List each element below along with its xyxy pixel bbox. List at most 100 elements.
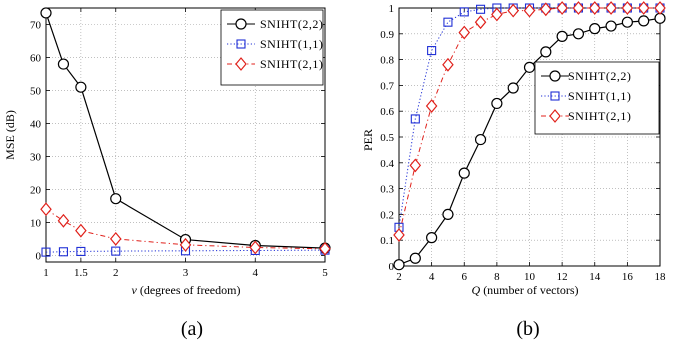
y-tick-label: 50 xyxy=(30,85,42,97)
x-tick-label: 2 xyxy=(113,267,119,279)
data-point xyxy=(75,223,87,238)
x-tick-label: 4 xyxy=(429,271,435,283)
legend: SNIHT(2,2) SNIHT(1,1) SNIHT(2,1) xyxy=(220,9,324,86)
data-point xyxy=(179,237,192,252)
data-point xyxy=(476,4,486,14)
y-tick-label: 0 xyxy=(36,250,42,262)
legend-label: SNIHT(2,1) xyxy=(260,57,323,71)
x-tick-label: 4 xyxy=(253,267,259,279)
legend-label: SNIHT(2,2) xyxy=(260,17,323,31)
legend-marker xyxy=(549,109,561,123)
data-point xyxy=(621,1,634,15)
y-tick-label: 0.2 xyxy=(380,209,394,221)
data-point xyxy=(442,57,454,72)
data-point xyxy=(41,247,51,257)
legend-marker xyxy=(235,18,247,30)
data-point xyxy=(458,167,470,179)
data-point xyxy=(427,46,437,56)
data-point xyxy=(442,208,454,220)
x-tick-label: 18 xyxy=(655,271,667,283)
grid xyxy=(399,8,660,266)
legend-label: SNIHT(1,1) xyxy=(568,89,631,103)
y-tick-label: 20 xyxy=(30,184,42,196)
y-tick-label: 0.8 xyxy=(380,55,394,67)
data-point xyxy=(111,246,121,256)
legend-marker xyxy=(550,91,560,101)
data-point xyxy=(540,46,552,58)
data-point xyxy=(409,252,421,264)
x-axis-text: (number of vectors) xyxy=(483,283,578,297)
data-point xyxy=(491,97,503,110)
chart-2: 2 4 6 8 10 12 14 16 18 0 0.1 0.2 0.3 0.4 0.5 0.6 0.7 0.8 0… xyxy=(361,1,667,340)
data-point xyxy=(76,246,86,256)
data-point xyxy=(58,247,68,257)
data-point xyxy=(621,16,633,28)
data-point xyxy=(556,1,568,15)
x-tick-label: 6 xyxy=(462,271,468,283)
data-point xyxy=(540,2,552,17)
data-point xyxy=(507,3,519,18)
data-point xyxy=(409,158,422,173)
data-point xyxy=(393,259,405,271)
data-point xyxy=(474,15,487,30)
series-1 xyxy=(393,12,666,271)
x-axis-label: ν (degrees of freedom) xyxy=(132,283,241,297)
y-tick-label: 10 xyxy=(30,217,42,229)
data-point xyxy=(40,7,52,19)
y-tick-label: 70 xyxy=(30,19,42,31)
data-point xyxy=(637,1,650,15)
x-tick-label: 12 xyxy=(557,271,568,283)
x-tick-label: 5 xyxy=(322,267,328,279)
legend-label: SNIHT(2,1) xyxy=(568,109,631,123)
data-point xyxy=(491,7,503,22)
data-point xyxy=(654,1,666,15)
y-axis-label: MSE (dB) xyxy=(3,110,17,160)
data-point xyxy=(605,1,617,15)
data-point xyxy=(588,1,601,15)
data-point xyxy=(443,17,453,27)
y-tick-label: 1 xyxy=(389,3,395,15)
data-point xyxy=(249,240,262,255)
data-point xyxy=(319,241,331,256)
x-tick-label: 1.5 xyxy=(74,267,88,279)
series-3 xyxy=(393,1,666,242)
data-point xyxy=(589,23,601,35)
x-axis-text: (degrees of freedom) xyxy=(140,283,241,297)
x-tick-label: 1 xyxy=(43,267,49,279)
data-point xyxy=(572,1,585,15)
x-tick-label: 8 xyxy=(494,271,500,283)
data-point xyxy=(523,3,536,18)
y-tick-label: 0 xyxy=(389,261,395,273)
data-point xyxy=(572,28,585,40)
x-tick-label: 14 xyxy=(589,271,601,283)
y-tick-label: 0.6 xyxy=(380,106,394,118)
data-point xyxy=(507,82,519,94)
data-point xyxy=(426,232,438,244)
series-3 xyxy=(40,202,331,256)
x-tick-label: 10 xyxy=(524,271,536,283)
y-tick-label: 0.3 xyxy=(380,184,394,196)
legend-label: SNIHT(2,2) xyxy=(568,69,631,83)
x-tick-label: 2 xyxy=(396,271,402,283)
caption: (a) xyxy=(181,318,203,340)
x-axis-label: Q (number of vectors) xyxy=(472,283,579,297)
y-tick-label: 0.9 xyxy=(380,29,394,41)
data-point xyxy=(40,202,52,217)
data-point xyxy=(57,213,70,228)
y-tick-label: 0.4 xyxy=(380,158,394,170)
y-tick-label: 40 xyxy=(30,118,42,130)
y-tick-label: 0.1 xyxy=(380,235,394,247)
data-point xyxy=(393,228,405,242)
legend: SNIHT(2,2) SNIHT(1,1) SNIHT(2,1) xyxy=(534,61,660,135)
data-point xyxy=(425,99,438,113)
data-point xyxy=(458,25,471,40)
data-point xyxy=(109,231,122,246)
x-axis-symbol: Q xyxy=(472,283,484,297)
data-point xyxy=(410,114,420,124)
y-tick-label: 60 xyxy=(30,52,42,64)
series-line xyxy=(45,249,326,253)
legend-label: SNIHT(1,1) xyxy=(260,37,323,51)
data-point xyxy=(459,7,469,17)
